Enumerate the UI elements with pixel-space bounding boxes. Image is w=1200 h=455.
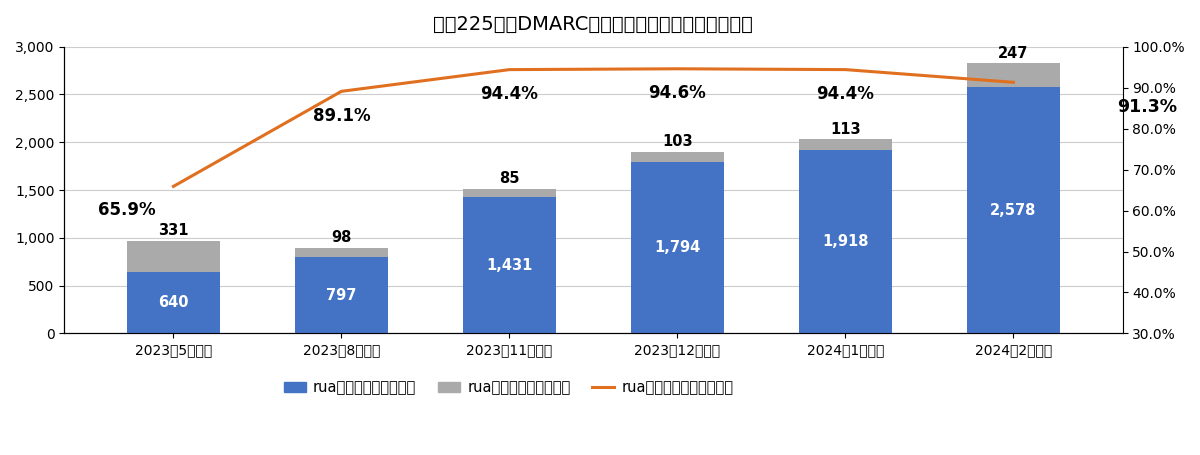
- Bar: [463, 188, 556, 197]
- Text: 247: 247: [998, 46, 1028, 61]
- Text: 94.4%: 94.4%: [816, 85, 875, 103]
- Text: 1,794: 1,794: [654, 240, 701, 255]
- Text: 1,431: 1,431: [486, 258, 533, 273]
- ruaタグありドメイン割合: [503, 67, 517, 72]
- Bar: [799, 150, 892, 334]
- Text: 94.4%: 94.4%: [480, 85, 539, 103]
- Text: 2,578: 2,578: [990, 203, 1037, 218]
- Bar: [127, 272, 220, 334]
- Text: 797: 797: [326, 288, 356, 303]
- Bar: [799, 139, 892, 150]
- Text: 91.3%: 91.3%: [1117, 98, 1177, 116]
- ruaタグありドメイン割合: [839, 67, 853, 72]
- Text: 65.9%: 65.9%: [98, 201, 156, 219]
- Bar: [967, 63, 1060, 87]
- Bar: [631, 152, 724, 162]
- Title: 日経225企業DMARC集約レポートモニタリング状況: 日経225企業DMARC集約レポートモニタリング状況: [433, 15, 754, 34]
- Bar: [127, 241, 220, 272]
- Bar: [631, 162, 724, 334]
- Text: 103: 103: [662, 134, 692, 149]
- ruaタグありドメイン割合: [1007, 80, 1021, 85]
- Text: 98: 98: [331, 230, 352, 245]
- ruaタグありドメイン割合: [335, 89, 349, 94]
- ruaタグありドメイン割合: [671, 66, 685, 71]
- Bar: [463, 197, 556, 334]
- Text: 85: 85: [499, 171, 520, 186]
- Text: 640: 640: [158, 295, 188, 310]
- Bar: [295, 248, 388, 257]
- Text: 94.6%: 94.6%: [648, 84, 707, 102]
- Legend: ruaタグありドメイン数, ruaタグなしドメイン数, ruaタグありドメイン割合: ruaタグありドメイン数, ruaタグなしドメイン数, ruaタグありドメイン割…: [278, 374, 739, 401]
- Text: 1,918: 1,918: [822, 234, 869, 249]
- Text: 113: 113: [830, 121, 860, 136]
- ruaタグありドメイン割合: [167, 184, 181, 189]
- Line: ruaタグありドメイン割合: ruaタグありドメイン割合: [174, 69, 1014, 187]
- Bar: [295, 257, 388, 334]
- Bar: [967, 87, 1060, 334]
- Text: 89.1%: 89.1%: [313, 107, 371, 125]
- Text: 331: 331: [158, 223, 188, 238]
